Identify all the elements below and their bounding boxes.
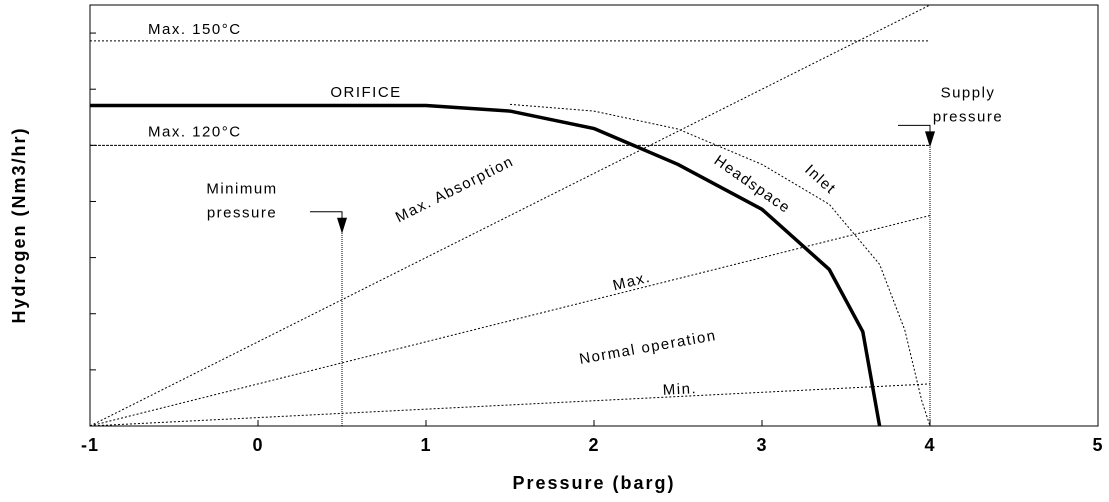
series-label: Max.: [611, 269, 652, 295]
arrow-head: [925, 131, 935, 148]
series-label: Headspace: [711, 152, 794, 217]
arrow: [898, 124, 931, 146]
data-line: [89, 215, 931, 427]
x-tick-label: -1: [81, 435, 99, 455]
x-tick-label: 1: [420, 435, 431, 455]
arrow: [310, 211, 343, 232]
vertical-line-label: Supply: [941, 84, 996, 101]
y-axis-label: Hydrogen (Nm3/hr): [9, 126, 29, 323]
vertical-line-label: pressure: [933, 108, 1003, 125]
data-line: [509, 103, 931, 427]
x-axis-label: Pressure (barg): [512, 473, 675, 493]
x-tick-label: 3: [756, 435, 767, 455]
x-tick-label: 5: [1092, 435, 1103, 455]
series-label: Max. Absorption: [393, 153, 517, 226]
x-tick-label: 4: [924, 435, 935, 455]
x-tick-label: 0: [252, 435, 263, 455]
reference-label: Max. 120°C: [148, 123, 242, 140]
vertical-line-label: Minimum: [206, 181, 277, 198]
annotation: ORIFICE: [330, 84, 401, 101]
x-tick-label: 2: [588, 435, 599, 455]
annotation: Normal operation: [578, 327, 718, 368]
reference-label: Max. 150°C: [148, 21, 242, 38]
series-label: Inlet: [801, 161, 839, 198]
arrow-head: [337, 217, 347, 234]
data-line: [89, 4, 931, 427]
data-line: [89, 383, 931, 427]
vertical-line-label: pressure: [207, 205, 277, 222]
series-label: Min.: [662, 380, 697, 399]
data-line: [90, 103, 882, 427]
